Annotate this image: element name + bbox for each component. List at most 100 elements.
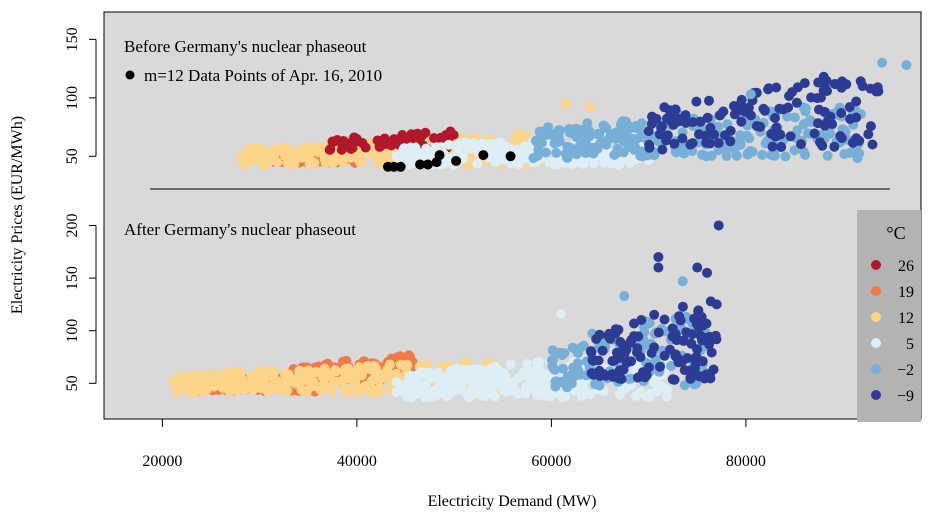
data-point bbox=[519, 133, 530, 144]
data-point bbox=[585, 102, 596, 113]
data-point bbox=[829, 141, 840, 152]
data-point bbox=[744, 133, 755, 144]
data-point bbox=[431, 384, 442, 395]
data-point bbox=[331, 135, 342, 146]
data-point bbox=[784, 91, 794, 101]
data-point bbox=[611, 347, 622, 358]
data-point bbox=[238, 384, 249, 395]
data-point bbox=[653, 262, 664, 273]
data-point bbox=[560, 98, 571, 109]
data-point bbox=[469, 388, 480, 399]
data-point bbox=[736, 116, 747, 127]
data-point bbox=[311, 367, 321, 378]
data-point bbox=[677, 301, 688, 312]
data-point bbox=[809, 128, 820, 139]
data-point bbox=[418, 150, 429, 161]
data-point bbox=[209, 369, 220, 379]
data-point bbox=[800, 149, 811, 160]
data-point bbox=[635, 352, 646, 363]
data-point bbox=[547, 345, 558, 356]
data-point bbox=[640, 339, 651, 350]
data-point bbox=[372, 135, 383, 146]
data-point bbox=[357, 368, 368, 378]
data-point bbox=[377, 151, 388, 162]
data-point bbox=[692, 344, 703, 355]
data-point bbox=[830, 79, 841, 90]
data-point bbox=[851, 133, 862, 144]
data-point bbox=[815, 137, 825, 148]
data-point bbox=[324, 144, 335, 155]
data-point bbox=[631, 390, 642, 401]
data-point bbox=[590, 379, 601, 390]
data-point bbox=[800, 103, 811, 114]
data-point bbox=[200, 385, 211, 396]
data-point bbox=[556, 308, 567, 319]
data-point bbox=[705, 122, 716, 133]
data-point bbox=[505, 359, 516, 370]
data-point bbox=[591, 334, 602, 344]
data-point bbox=[691, 96, 702, 107]
data-point bbox=[657, 121, 668, 132]
data-point bbox=[844, 147, 855, 158]
data-point bbox=[536, 132, 547, 143]
data-point bbox=[735, 139, 746, 150]
data-point bbox=[543, 390, 554, 401]
data-point bbox=[661, 135, 672, 146]
data-point bbox=[694, 129, 704, 140]
legend-swatch bbox=[871, 312, 881, 322]
data-point bbox=[404, 351, 415, 362]
data-point bbox=[472, 158, 483, 169]
data-point bbox=[863, 129, 874, 140]
data-point bbox=[313, 147, 324, 158]
data-point bbox=[721, 143, 732, 154]
data-point bbox=[851, 112, 862, 123]
data-point bbox=[518, 367, 529, 378]
data-point bbox=[586, 368, 597, 379]
data-point bbox=[705, 373, 716, 384]
data-point bbox=[597, 345, 608, 356]
data-point bbox=[644, 142, 655, 153]
data-point bbox=[618, 364, 629, 375]
data-point bbox=[643, 362, 654, 373]
highlight-point bbox=[395, 161, 406, 172]
data-point bbox=[192, 371, 203, 381]
data-point bbox=[543, 122, 554, 133]
data-point bbox=[665, 344, 675, 355]
data-point bbox=[587, 354, 598, 365]
y-tick-label: 150 bbox=[64, 27, 81, 51]
data-point bbox=[445, 365, 456, 376]
data-point bbox=[854, 148, 865, 159]
legend-swatch bbox=[871, 364, 881, 374]
data-point bbox=[654, 129, 665, 140]
data-point bbox=[481, 384, 491, 395]
data-point bbox=[264, 366, 275, 377]
data-point bbox=[678, 335, 689, 346]
data-point bbox=[662, 113, 673, 124]
data-point bbox=[705, 296, 716, 307]
data-point bbox=[659, 314, 670, 325]
data-point bbox=[865, 121, 876, 132]
data-point bbox=[459, 137, 470, 148]
data-point bbox=[653, 327, 664, 338]
data-point bbox=[901, 60, 912, 71]
data-point bbox=[685, 139, 696, 150]
data-point bbox=[825, 128, 836, 139]
data-point bbox=[374, 375, 385, 386]
data-point bbox=[706, 347, 717, 358]
data-point bbox=[521, 359, 532, 370]
y-tick-label: 50 bbox=[64, 148, 81, 164]
data-point bbox=[319, 363, 330, 374]
data-point bbox=[566, 126, 577, 137]
y-tick-label: 100 bbox=[64, 319, 81, 343]
data-point bbox=[445, 387, 456, 398]
data-point bbox=[626, 356, 637, 367]
data-point bbox=[558, 363, 569, 374]
axes: 20000 40000 60000 80000 50 100 150 50 100 150 200 bbox=[64, 27, 766, 470]
data-point bbox=[289, 159, 300, 169]
y-axis-label: Electricity Prices (EUR/MWh) bbox=[9, 116, 26, 314]
legend-label: 26 bbox=[898, 258, 914, 275]
data-point bbox=[687, 329, 698, 340]
data-point bbox=[865, 83, 876, 94]
data-point bbox=[304, 159, 315, 170]
data-point bbox=[692, 262, 703, 273]
